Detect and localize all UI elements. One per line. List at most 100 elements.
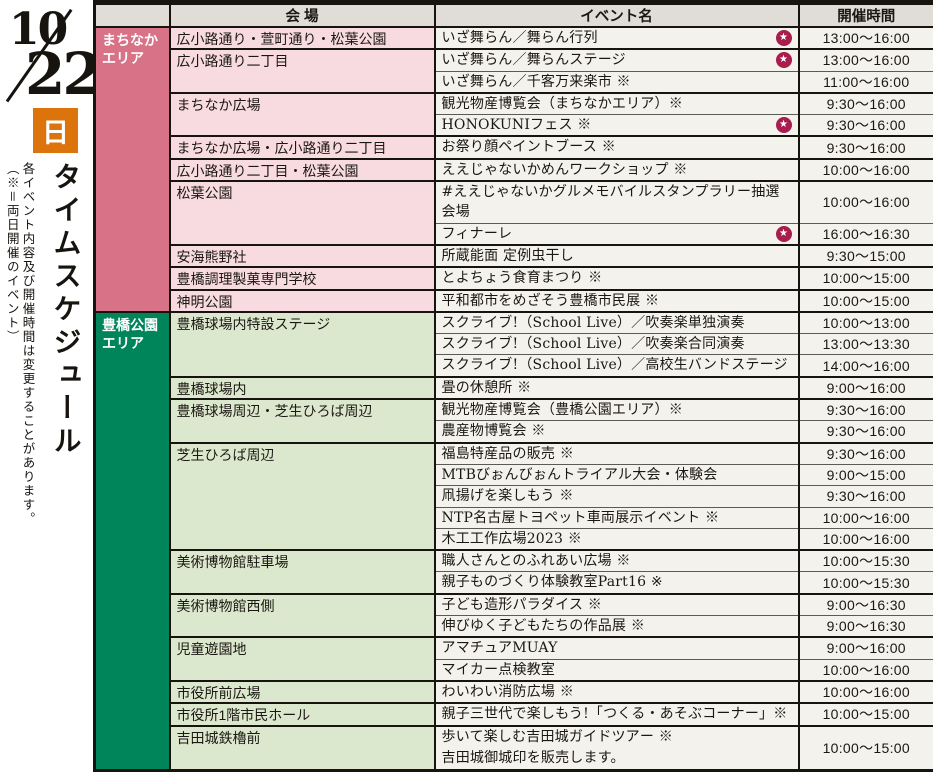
- header-area-blank: [95, 4, 170, 28]
- event-row-inner: 職人さんとのふれあい広場 ※: [442, 551, 794, 571]
- event-cell: 畳の休憩所 ※: [435, 377, 799, 399]
- event-name: とよちょう食育まつり ※: [442, 268, 603, 288]
- time-cell: 10:00～15:00: [799, 290, 933, 312]
- time-cell: 10:00～16:00: [799, 659, 933, 681]
- venue-cell: 美術博物館駐車場: [170, 550, 435, 594]
- star-icon: ★: [776, 30, 792, 46]
- schedule-row: まちなかエリア広小路通り・萱町通り・松葉公園いざ舞らん／舞らん行列★13:00～…: [95, 27, 933, 49]
- event-name: 職人さんとのふれあい広場 ※: [442, 551, 631, 571]
- schedule-body: まちなかエリア広小路通り・萱町通り・松葉公園いざ舞らん／舞らん行列★13:00～…: [95, 27, 933, 771]
- event-name: スクライブ!（School Live）／吹奏楽合同演奏: [442, 334, 745, 354]
- event-name: 親子ものづくり体験教室Part16 ※: [442, 572, 663, 592]
- event-row-inner: スクライブ!（School Live）／吹奏楽合同演奏: [442, 334, 794, 354]
- event-row-inner: ええじゃないかめんワークショップ ※: [442, 160, 794, 180]
- event-name: いざ舞らん／千客万来楽市 ※: [442, 72, 631, 92]
- weekday-badge: 日: [33, 108, 78, 153]
- area-label: まちなかエリア: [95, 27, 170, 312]
- event-row-inner: 農産物博覧会 ※: [442, 421, 794, 441]
- event-row-inner: マイカー点検教室: [442, 660, 794, 680]
- event-name: 畳の休憩所 ※: [442, 378, 532, 398]
- schedule-row: 広小路通り二丁目・松葉公園ええじゃないかめんワークショップ ※10:00～16:…: [95, 159, 933, 181]
- time-cell: 9:30～15:00: [799, 245, 933, 267]
- event-cell: お祭り顔ペイントブース ※: [435, 136, 799, 158]
- star-icon: ★: [776, 117, 792, 133]
- page-title: タイムスケジュール: [46, 162, 86, 737]
- event-cell: MTBびぉんびぉんトライアル大会・体験会: [435, 464, 799, 485]
- venue-cell: 市役所前広場: [170, 681, 435, 703]
- vertical-text-block: タイムスケジュール 各イベント内容及び開催時間は変更することがあります。 （※＝…: [2, 162, 86, 737]
- event-row-inner: 凧揚げを楽しもう ※: [442, 486, 794, 506]
- time-cell: 10:00～15:30: [799, 572, 933, 594]
- schedule-row: 豊橋球場内畳の休憩所 ※9:00～16:00: [95, 377, 933, 399]
- event-cell: いざ舞らん／千客万来楽市 ※: [435, 71, 799, 93]
- schedule-row: 市役所1階市民ホール親子三世代で楽しもう!「つくる・あそぶコーナー」※10:00…: [95, 703, 933, 725]
- time-cell: 9:00～16:30: [799, 594, 933, 616]
- event-cell: とよちょう食育まつり ※: [435, 267, 799, 289]
- header-event: イベント名: [435, 4, 799, 28]
- venue-cell: 松葉公園: [170, 181, 435, 245]
- time-cell: 13:00～16:00: [799, 27, 933, 49]
- event-name: 親子三世代で楽しもう!「つくる・あそぶコーナー」※: [442, 704, 788, 724]
- event-cell: NTP名古屋トヨペット車両展示イベント ※: [435, 507, 799, 528]
- event-row-inner: 所蔵能面 定例虫干し: [442, 246, 794, 266]
- schedule-row: 市役所前広場わいわい消防広場 ※ 10:00～16:00: [95, 681, 933, 703]
- time-cell: 10:00～16:00: [799, 528, 933, 550]
- venue-cell: 豊橋調理製菓専門学校: [170, 267, 435, 289]
- event-cell: 親子ものづくり体験教室Part16 ※: [435, 572, 799, 594]
- time-cell: 9:30～16:00: [799, 93, 933, 115]
- header-venue: 会 場: [170, 4, 435, 28]
- venue-cell: 豊橋球場内: [170, 377, 435, 399]
- event-name: アマチュアMUAY: [442, 638, 558, 658]
- event-name: マイカー点検教室: [442, 660, 556, 680]
- event-row-inner: 福島特産品の販売 ※: [442, 444, 794, 464]
- event-name: ええじゃないかめんワークショップ ※: [442, 160, 688, 180]
- venue-cell: 芝生ひろば周辺: [170, 443, 435, 550]
- time-cell: 10:00～16:00: [799, 681, 933, 703]
- date-day: 22: [25, 40, 100, 108]
- venue-cell: 豊橋球場周辺・芝生ひろば周辺: [170, 399, 435, 443]
- time-cell: 13:00～13:30: [799, 334, 933, 355]
- time-cell: 9:00～15:00: [799, 464, 933, 485]
- event-cell: 職人さんとのふれあい広場 ※: [435, 550, 799, 572]
- event-name: スクライブ!（School Live）／高校生バンドステージ: [442, 355, 788, 375]
- event-row-inner: わいわい消防広場 ※: [442, 682, 794, 702]
- event-name: MTBびぉんびぉんトライアル大会・体験会: [442, 465, 718, 485]
- event-name: 平和都市をめざそう豊橋市民展 ※: [442, 291, 660, 311]
- note-line-2: （※＝両日開催のイベント）: [4, 162, 18, 737]
- event-name: フィナーレ: [442, 224, 513, 244]
- event-name: スクライブ!（School Live）／吹奏楽単独演奏: [442, 313, 745, 333]
- event-name: 福島特産品の販売 ※: [442, 444, 574, 464]
- venue-cell: 吉田城鉄櫓前: [170, 726, 435, 771]
- event-row-inner: 木工工作広場2023 ※: [442, 529, 794, 549]
- event-cell: いざ舞らん／舞らんステージ★: [435, 49, 799, 71]
- event-name: 伸びゆく子どもたちの作品展 ※: [442, 616, 645, 636]
- event-row-inner: とよちょう食育まつり ※: [442, 268, 794, 288]
- event-cell: 木工工作広場2023 ※: [435, 528, 799, 550]
- event-cell: 観光物産博覧会（まちなかエリア）※: [435, 93, 799, 115]
- event-cell: 伸びゆく子どもたちの作品展 ※: [435, 616, 799, 638]
- time-cell: 10:00～15:00: [799, 703, 933, 725]
- event-cell: 福島特産品の販売 ※: [435, 443, 799, 465]
- venue-cell: 広小路通り二丁目: [170, 49, 435, 93]
- time-cell: 14:00～16:00: [799, 355, 933, 377]
- date-sidebar: 10 22 日 タイムスケジュール 各イベント内容及び開催時間は変更することがあ…: [0, 0, 93, 740]
- time-cell: 9:30～16:00: [799, 421, 933, 443]
- event-name: HONOKUNIフェス ※: [442, 115, 592, 135]
- event-cell: #ええじゃないかグルメモバイルスタンプラリー抽選会場: [435, 181, 799, 223]
- schedule-row: 吉田城鉄櫓前歩いて楽しむ吉田城ガイドツアー ※ 吉田城御城印を販売します。10:…: [95, 726, 933, 771]
- venue-cell: まちなか広場・広小路通り二丁目: [170, 136, 435, 158]
- schedule-row: 美術博物館駐車場職人さんとのふれあい広場 ※10:00～15:30: [95, 550, 933, 572]
- header-time: 開催時間: [799, 4, 933, 28]
- time-cell: 10:00～15:00: [799, 267, 933, 289]
- event-name: わいわい消防広場 ※: [442, 682, 574, 702]
- time-cell: 13:00～16:00: [799, 49, 933, 71]
- event-row-inner: スクライブ!（School Live）／高校生バンドステージ: [442, 355, 794, 375]
- event-row-inner: お祭り顔ペイントブース ※: [442, 137, 794, 157]
- venue-cell: 美術博物館西側: [170, 594, 435, 638]
- event-row-inner: HONOKUNIフェス ※ ★: [442, 115, 794, 135]
- schedule-row: 豊橋公園エリア豊橋球場内特設ステージスクライブ!（School Live）／吹奏…: [95, 312, 933, 334]
- event-row-inner: いざ舞らん／千客万来楽市 ※: [442, 72, 794, 92]
- time-cell: 10:00～15:00: [799, 726, 933, 771]
- venue-cell: まちなか広場: [170, 93, 435, 137]
